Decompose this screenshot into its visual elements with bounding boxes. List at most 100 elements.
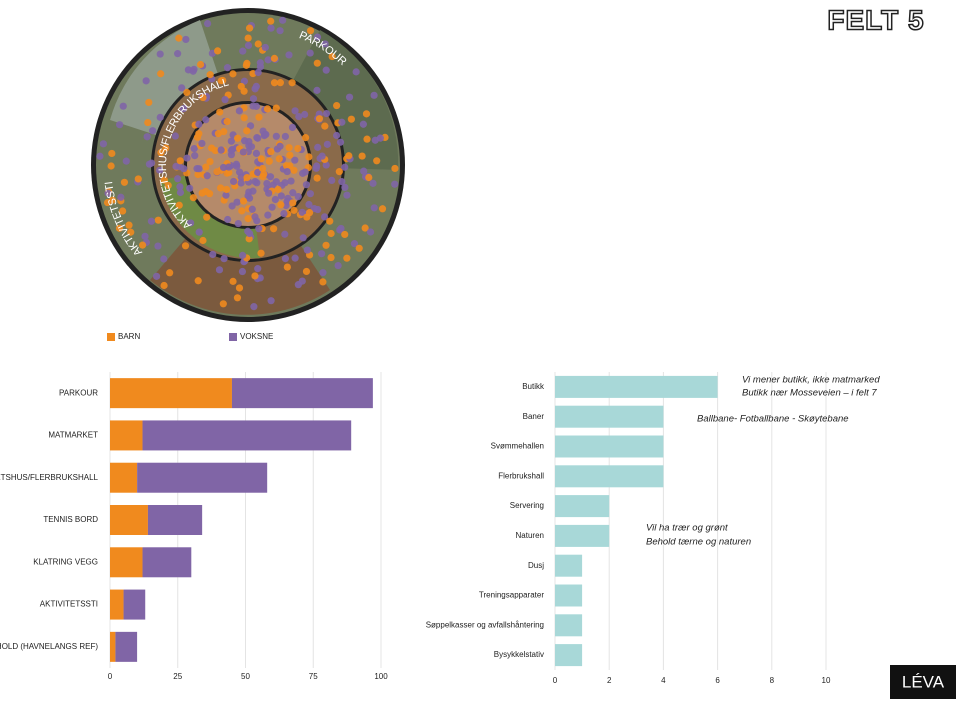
bar <box>147 505 203 535</box>
dot <box>175 201 183 209</box>
dot <box>313 59 321 67</box>
dot <box>179 105 188 113</box>
dot <box>256 59 264 67</box>
dot <box>175 34 183 42</box>
dot <box>216 108 224 116</box>
dot <box>244 215 252 223</box>
dot <box>157 149 165 157</box>
dot <box>195 228 203 236</box>
dot <box>319 278 327 286</box>
dot <box>288 123 297 132</box>
dot <box>108 196 117 204</box>
dot <box>248 205 256 213</box>
dot <box>206 71 214 79</box>
dot <box>362 110 371 118</box>
dot <box>145 98 153 107</box>
dot <box>328 52 336 61</box>
dot <box>171 132 179 140</box>
dot <box>306 190 314 198</box>
bar <box>555 644 583 667</box>
dot <box>321 40 329 48</box>
dot <box>233 198 241 206</box>
dot <box>160 176 168 184</box>
dot <box>186 184 194 192</box>
bar <box>110 589 124 620</box>
dot <box>194 170 202 179</box>
dot <box>361 224 369 232</box>
bar <box>555 375 718 398</box>
dot <box>264 56 272 64</box>
dot <box>252 149 261 157</box>
dot <box>366 228 375 236</box>
bar <box>555 465 664 488</box>
dot <box>269 181 277 189</box>
dot <box>199 93 207 102</box>
y-tick-label: Svømmehallen <box>491 442 544 451</box>
dot <box>313 33 322 41</box>
x-tick-label: 100 <box>374 672 388 681</box>
dot <box>277 201 285 209</box>
x-tick-label: 0 <box>553 676 558 685</box>
y-tick-label: Butikk <box>522 382 545 391</box>
dot <box>223 117 231 126</box>
dot <box>345 93 354 101</box>
dot <box>263 179 271 188</box>
logo-box <box>890 665 956 699</box>
dot <box>261 43 269 52</box>
dot <box>176 183 184 191</box>
bar <box>555 584 583 607</box>
dot <box>334 261 342 270</box>
x-tick-label: 8 <box>770 676 775 685</box>
dot <box>288 79 296 87</box>
bar <box>555 405 664 428</box>
dot <box>283 263 291 271</box>
dot <box>154 242 162 250</box>
dot <box>119 102 127 110</box>
dot <box>230 177 238 186</box>
dot <box>318 250 326 258</box>
annotation: Vil ha trær og grønt <box>646 523 728 534</box>
dot <box>338 178 346 186</box>
dot <box>224 215 232 224</box>
dot <box>174 50 182 58</box>
dot <box>243 174 251 182</box>
dot <box>144 118 152 127</box>
dot <box>314 143 322 151</box>
dot <box>255 113 263 121</box>
dot <box>291 107 299 115</box>
bar <box>555 495 610 518</box>
y-tick-label: PARKOUR <box>59 388 98 397</box>
dot <box>250 303 258 311</box>
dot <box>244 34 252 42</box>
dot <box>157 70 165 78</box>
dot <box>233 294 242 302</box>
dot <box>247 143 256 151</box>
dot <box>305 200 313 209</box>
y-tick-label: Naturen <box>516 531 544 540</box>
dot <box>162 144 170 152</box>
dot <box>119 207 127 215</box>
dot <box>323 140 331 148</box>
dot <box>125 221 133 229</box>
dot <box>254 265 262 273</box>
dot <box>322 66 330 74</box>
dot <box>283 167 291 176</box>
dot <box>203 19 212 28</box>
dot <box>258 164 267 173</box>
dot <box>254 68 262 77</box>
dot <box>206 157 214 166</box>
dot <box>391 164 399 173</box>
dot <box>371 136 379 144</box>
legend-swatch <box>107 333 115 341</box>
bar <box>123 589 146 620</box>
dot <box>301 134 310 142</box>
dot <box>263 105 272 113</box>
dot <box>219 163 228 172</box>
dot <box>225 163 233 171</box>
dot <box>193 165 201 173</box>
dot <box>243 59 251 68</box>
dot <box>341 183 349 192</box>
dot <box>294 193 302 201</box>
dot <box>289 189 297 197</box>
dot <box>235 107 243 115</box>
